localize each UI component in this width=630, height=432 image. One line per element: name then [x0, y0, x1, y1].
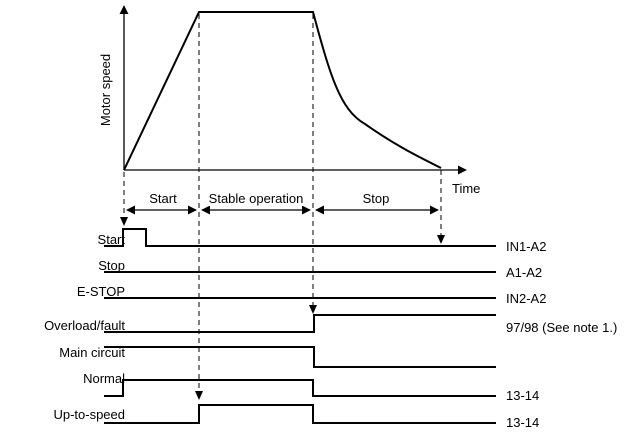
arrowhead: [437, 235, 445, 244]
terminal-label-estop: IN2-A2: [506, 291, 546, 306]
signal-label-up-to-speed: Up-to-speed: [53, 407, 125, 422]
terminal-label-normal: 13-14: [506, 388, 539, 403]
terminal-label-overload-fault: 97/98 (See note 1.): [506, 320, 617, 335]
x-axis-label: Time: [452, 181, 480, 196]
phase-label-start: Start: [149, 191, 177, 206]
phase-label-stable-operation: Stable operation: [209, 191, 304, 206]
signal-trace-start: [104, 228, 496, 247]
signal-trace-main-circuit: [104, 346, 496, 368]
signal-trace-overload-fault: [104, 314, 496, 333]
signal-label-start: Start: [98, 232, 126, 247]
arrowhead: [120, 217, 128, 226]
arrowhead: [309, 305, 317, 314]
terminal-label-stop: A1-A2: [506, 265, 542, 280]
signal-trace-up-to-speed: [104, 404, 496, 424]
terminal-label-start: IN1-A2: [506, 239, 546, 254]
terminal-label-up-to-speed: 13-14: [506, 415, 539, 430]
phase-label-stop: Stop: [363, 191, 390, 206]
signal-label-estop: E-STOP: [77, 284, 125, 299]
speed-profile-curve: [123, 11, 442, 171]
signal-label-stop: Stop: [98, 258, 125, 273]
signal-trace-normal: [104, 379, 496, 397]
signal-label-main-circuit: Main circuit: [59, 345, 125, 360]
signal-label-normal: Normal: [83, 371, 125, 386]
y-axis-label: Motor speed: [98, 54, 113, 126]
signal-label-overload-fault: Overload/fault: [44, 318, 125, 333]
arrowhead: [195, 391, 203, 400]
